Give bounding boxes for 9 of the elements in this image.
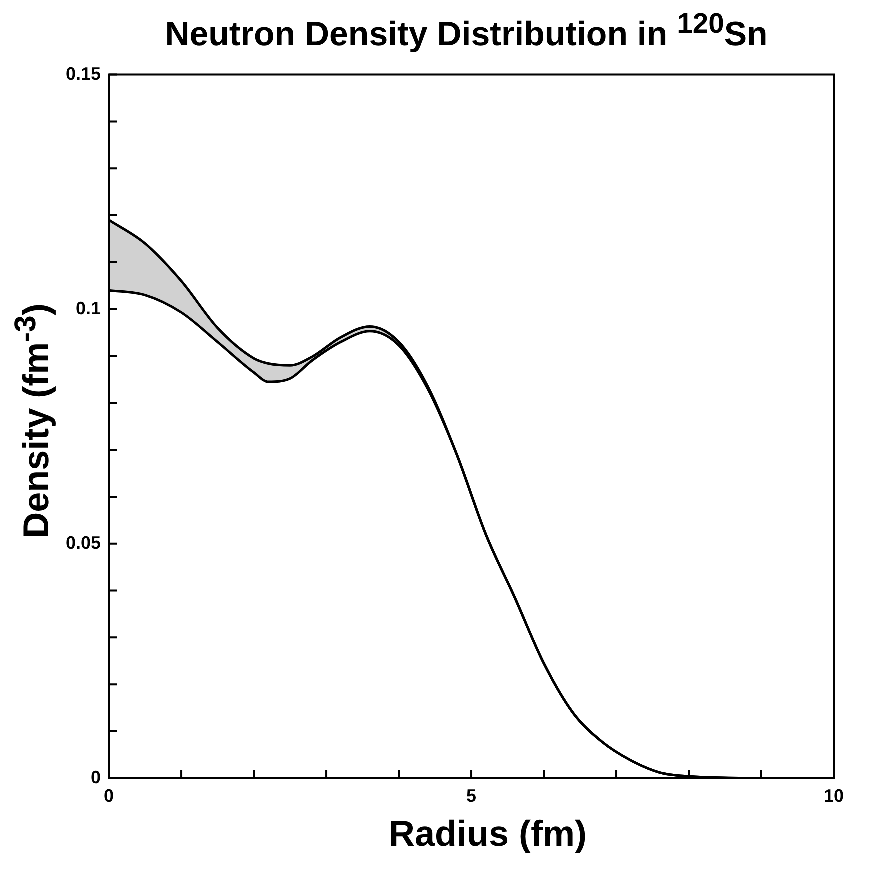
- y-tick-label: 0: [91, 767, 102, 788]
- y-tick-label: 0.1: [76, 298, 102, 318]
- y-tick-label: 0.05: [66, 532, 102, 553]
- x-tick-label: 0: [104, 786, 114, 806]
- x-tick-label: 10: [824, 786, 844, 806]
- x-tick-label: 5: [466, 786, 477, 806]
- x-axis-title: Radius (fm): [388, 813, 588, 855]
- chart-title: Neutron Density Distribution in $^{120}$Sn: [164, 8, 769, 54]
- y-tick-label: 0.15: [66, 64, 102, 84]
